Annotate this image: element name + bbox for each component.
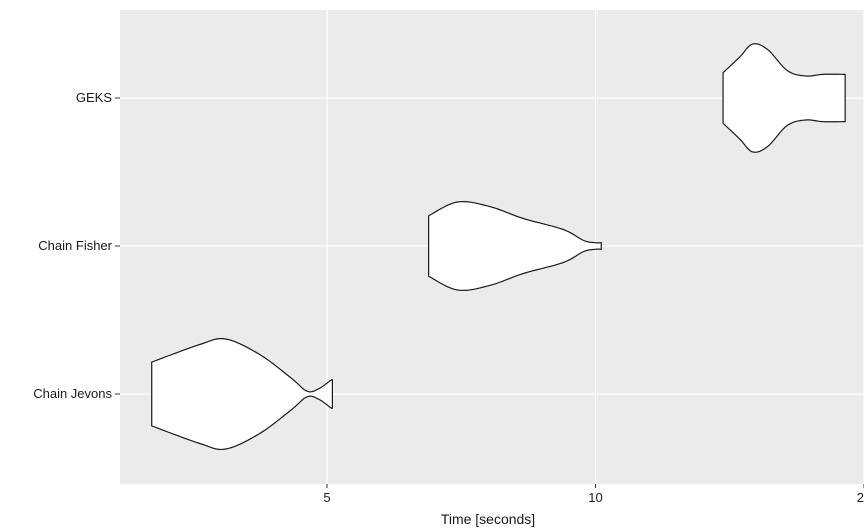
violin-geks	[722, 43, 846, 153]
violin-chain-fisher	[428, 200, 602, 292]
violin-chain-jevons	[151, 337, 334, 451]
x-tick-label: 10	[588, 490, 602, 505]
x-axis: 5 10 20	[323, 484, 864, 505]
x-axis-title: Time [seconds]	[441, 511, 535, 527]
y-tick-label: Chain Fisher	[38, 238, 112, 253]
y-axis: GEKS Chain Fisher Chain Jevons	[33, 90, 120, 401]
violins	[151, 43, 846, 451]
x-tick-label: 20	[857, 490, 864, 505]
y-tick-label: GEKS	[76, 90, 112, 105]
y-tick-label: Chain Jevons	[33, 386, 112, 401]
x-tick-label: 5	[323, 490, 330, 505]
